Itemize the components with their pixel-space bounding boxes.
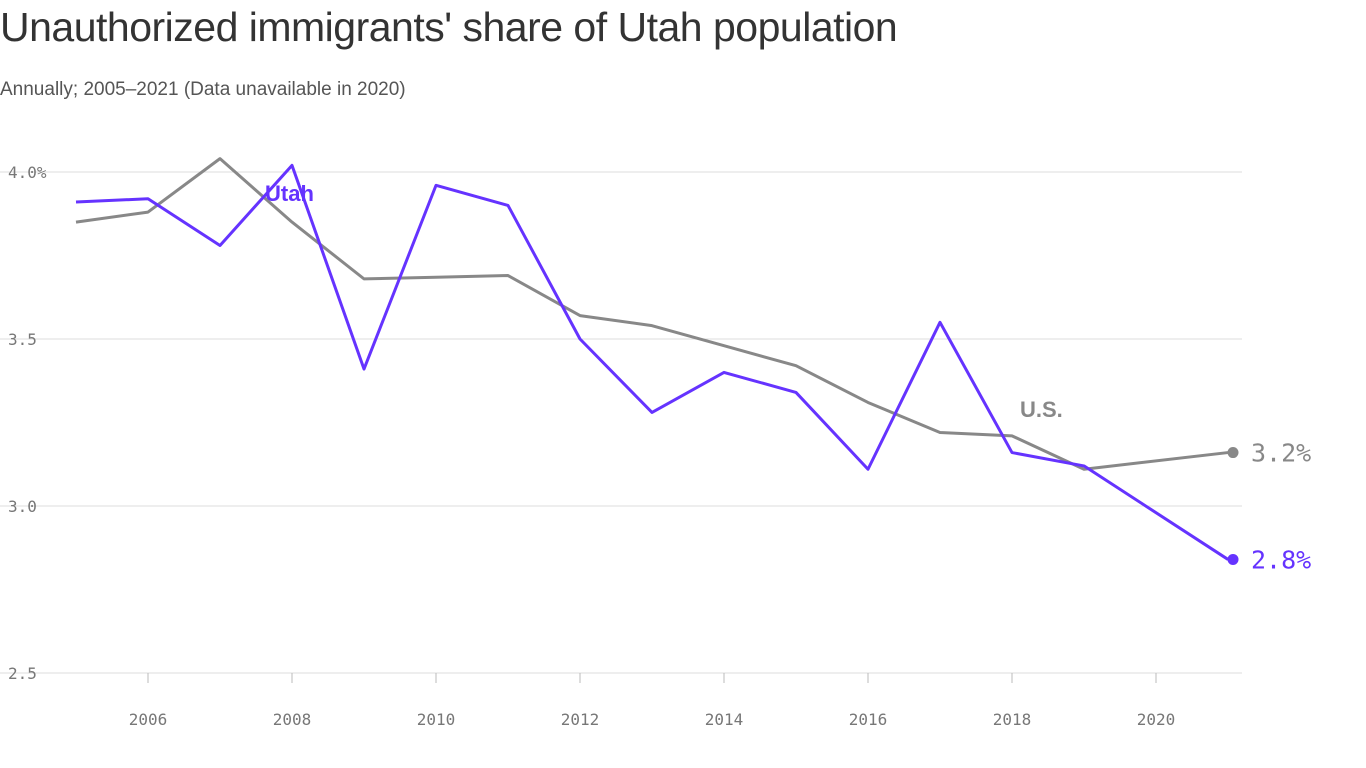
end-point <box>1227 447 1239 459</box>
x-tick-label: 2010 <box>417 710 456 729</box>
series-label-utah: Utah <box>265 181 314 206</box>
chart-title: Unauthorized immigrants' share of Utah p… <box>0 4 898 50</box>
x-tick-label: 2018 <box>993 710 1032 729</box>
end-label: 2.8% <box>1251 545 1311 574</box>
series-line-utah <box>75 163 1229 561</box>
y-tick-label: 3.0 <box>8 497 37 516</box>
series-line-us <box>75 157 1229 471</box>
y-tick-label: 2.5 <box>8 664 37 683</box>
y-tick-label: 4.0% <box>8 163 47 182</box>
end-label: 3.2% <box>1251 439 1311 468</box>
x-tick-label: 2006 <box>129 710 168 729</box>
x-tick-label: 2008 <box>273 710 312 729</box>
chart-subtitle: Annually; 2005–2021 (Data unavailable in… <box>0 79 406 100</box>
x-tick-label: 2014 <box>705 710 744 729</box>
end-point <box>1227 553 1239 565</box>
x-tick-label: 2012 <box>561 710 600 729</box>
y-tick-label: 3.5 <box>8 330 37 349</box>
x-tick-label: 2016 <box>849 710 888 729</box>
series-label-us: U.S. <box>1020 397 1063 422</box>
x-tick-label: 2020 <box>1137 710 1176 729</box>
